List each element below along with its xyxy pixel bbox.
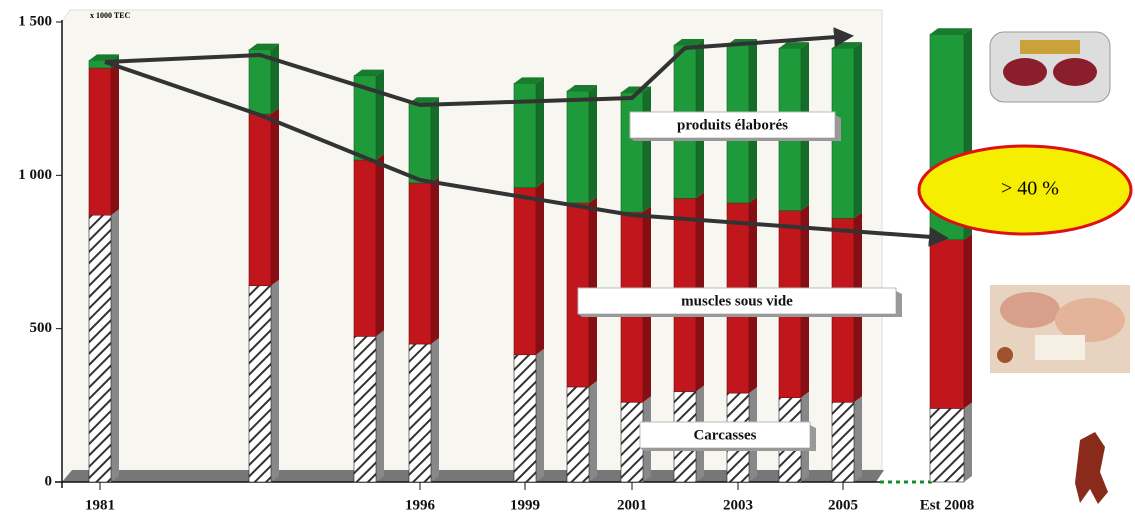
bar [831, 401, 855, 483]
bar-side [854, 396, 862, 482]
bar-side [536, 348, 544, 482]
bar-side [111, 62, 119, 216]
bar [566, 90, 590, 204]
legend-shadow [640, 425, 816, 451]
bar-top [89, 54, 119, 61]
x-tick-label: 1981 [85, 497, 115, 513]
callout [917, 144, 1133, 236]
bar-side [431, 338, 439, 482]
bar [408, 102, 432, 184]
x-tick-label: 1996 [405, 497, 436, 513]
bar [513, 187, 537, 356]
bar-side [431, 177, 439, 344]
legend-label: produits élaborés [677, 117, 788, 133]
bar-side [536, 181, 544, 355]
bar-side [271, 279, 279, 482]
x-tick-label: 2003 [723, 497, 753, 513]
bar [513, 354, 537, 483]
plot-back [61, 9, 883, 483]
bar-side [376, 154, 384, 337]
legend-shadow [578, 291, 902, 317]
bar [88, 67, 112, 216]
trend-arrow [104, 27, 854, 108]
legend-box [577, 287, 897, 315]
x-tick-label: Est 2008 [920, 497, 975, 513]
bar [513, 83, 537, 188]
bar-side [376, 330, 384, 482]
bar [88, 214, 112, 483]
bar-top [409, 97, 439, 104]
y-tick-label: 0 [45, 473, 53, 489]
bar-top [354, 69, 384, 76]
bar-side [854, 42, 862, 219]
bar-side [964, 233, 972, 409]
bar-side [271, 43, 279, 114]
bar [620, 92, 644, 213]
bar-top [249, 43, 279, 50]
trend-arrow [104, 60, 949, 247]
bar [929, 239, 965, 409]
bar-side [589, 85, 597, 203]
legend-box [639, 421, 811, 449]
bar-side [111, 209, 119, 482]
y-tick-label: 1 500 [18, 13, 52, 29]
product-image [989, 31, 1111, 103]
legend-label: muscles sous vide [681, 293, 793, 309]
bar [353, 159, 377, 337]
bar [353, 336, 377, 483]
bar [929, 408, 965, 483]
bar-side [376, 69, 384, 160]
callout-text: > 40 % [1001, 178, 1059, 200]
bar-top [674, 39, 704, 45]
bar-side [643, 86, 651, 213]
bar-side [536, 77, 544, 188]
bar [248, 285, 272, 483]
bar [408, 343, 432, 483]
bar [566, 386, 590, 483]
legend-label: Carcasses [693, 427, 756, 443]
y-tick-label: 1 000 [18, 167, 52, 183]
x-tick-label: 1999 [510, 497, 540, 513]
bar-side [589, 380, 597, 482]
bar-side [271, 108, 279, 286]
legend-box [629, 111, 836, 139]
bar-side [964, 402, 972, 482]
bar-top [567, 85, 597, 91]
bar-side [431, 97, 439, 183]
y-tick-label: 500 [30, 320, 53, 336]
plot-floor [62, 470, 884, 482]
logo-figure [1075, 432, 1108, 504]
bar-top [514, 77, 544, 84]
x-tick-label: 2001 [617, 497, 647, 513]
product-image [990, 285, 1130, 373]
bar-top [930, 28, 972, 35]
bar [408, 182, 432, 345]
x-tick-label: 2005 [828, 497, 858, 513]
y-axis-label: x 1000 TEC [90, 11, 131, 20]
bar-top [779, 42, 809, 49]
legend-shadow [630, 115, 841, 141]
bar [248, 113, 272, 287]
